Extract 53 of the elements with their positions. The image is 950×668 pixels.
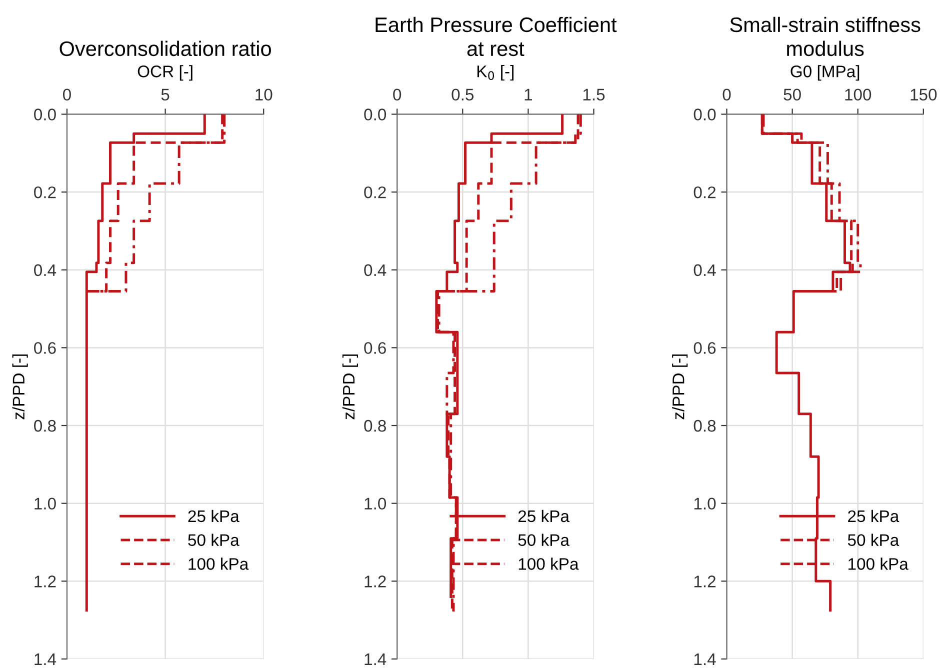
y-tick-label: 1.0 — [34, 498, 56, 510]
legend-label: 25 kPa — [188, 510, 240, 522]
chart-title: Overconsolidation ratio — [60, 40, 271, 56]
y-tick-label: 0.6 — [364, 342, 386, 354]
y-tick-label: 1.4 — [364, 654, 386, 666]
chart-title: Earth Pressure Coefficient at rest — [376, 16, 617, 56]
y-tick-label: 0.2 — [694, 186, 716, 198]
y-tick-label: 1.2 — [364, 576, 386, 588]
legend-label: 50 kPa — [518, 534, 570, 546]
y-tick-label: 1.0 — [694, 498, 716, 510]
x-tick-label: 50 — [784, 88, 801, 101]
y-tick-label: 0.4 — [34, 264, 56, 276]
legend-label: 100 kPa — [848, 558, 908, 570]
x-tick-label: 0.5 — [452, 88, 474, 101]
y-axis-title: z/PPD [-] — [342, 354, 358, 420]
y-tick-label: 0.4 — [694, 264, 716, 276]
chart-title: Small-strain stiffness modulus — [730, 16, 920, 56]
y-tick-label: 0.8 — [34, 420, 56, 432]
legend-label: 50 kPa — [848, 534, 900, 546]
x-tick-label: 0 — [62, 88, 71, 101]
y-tick-label: 1.4 — [694, 654, 716, 666]
legend-label: 50 kPa — [188, 534, 240, 546]
y-tick-label: 0.4 — [364, 264, 386, 276]
y-tick-label: 0.2 — [34, 186, 56, 198]
y-tick-label: 1.2 — [34, 576, 56, 588]
x-tick-label: 5 — [161, 88, 170, 101]
x-axis-title: G0 [MPa] — [790, 65, 860, 81]
y-axis-title: z/PPD [-] — [12, 354, 28, 420]
y-tick-label: 0.0 — [364, 108, 386, 120]
x-tick-label: 150 — [910, 88, 937, 101]
y-tick-label: 0.0 — [694, 108, 716, 120]
y-tick-label: 0.6 — [34, 342, 56, 354]
y-tick-label: 0.0 — [34, 108, 56, 120]
y-tick-label: 0.8 — [364, 420, 386, 432]
legend-label: 100 kPa — [188, 558, 249, 570]
y-tick-label: 1.4 — [34, 654, 56, 666]
x-tick-label: 1.5 — [583, 88, 605, 101]
y-tick-label: 1.0 — [364, 498, 386, 510]
y-tick-label: 1.2 — [694, 576, 716, 588]
x-tick-label: 100 — [845, 88, 872, 101]
legend-label: 25 kPa — [518, 510, 570, 522]
y-tick-label: 0.8 — [694, 420, 716, 432]
x-tick-label: 1 — [524, 88, 532, 100]
x-axis-title: OCR [-] — [138, 65, 192, 81]
x-tick-label: 10 — [256, 88, 272, 101]
y-tick-label: 0.2 — [364, 186, 386, 198]
x-axis-title: K$_{0}$ [-] — [477, 64, 514, 81]
y-tick-label: 0.6 — [694, 342, 716, 354]
x-tick-label: 0 — [722, 88, 731, 101]
y-axis-title: z/PPD [-] — [672, 354, 688, 420]
legend-label: 100 kPa — [518, 558, 579, 570]
legend-label: 25 kPa — [848, 510, 900, 522]
x-tick-label: 0 — [393, 88, 402, 101]
